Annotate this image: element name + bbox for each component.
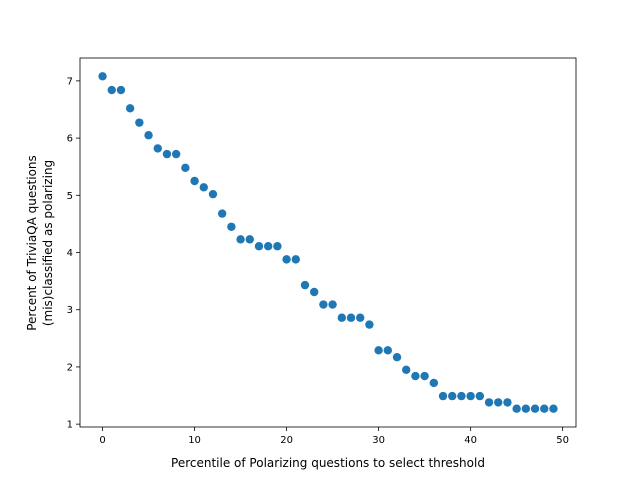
data-point <box>494 398 503 407</box>
data-point <box>346 313 356 322</box>
data-point <box>484 398 494 407</box>
data-points <box>98 72 558 413</box>
data-point <box>392 353 402 362</box>
data-point <box>171 149 181 159</box>
y-tick-label: 6 <box>67 134 73 145</box>
data-point <box>328 300 337 309</box>
data-point <box>162 149 172 159</box>
data-point <box>503 398 512 407</box>
data-point <box>540 404 549 413</box>
data-point <box>116 85 126 95</box>
data-point <box>521 404 531 413</box>
data-point <box>144 131 153 140</box>
data-point <box>263 242 273 251</box>
data-point <box>448 391 457 401</box>
x-tick-label: 40 <box>464 435 477 446</box>
data-point <box>420 371 429 381</box>
data-point <box>300 280 310 290</box>
data-point <box>245 235 254 244</box>
data-point <box>383 346 393 355</box>
y-tick-label: 1 <box>67 420 73 431</box>
data-point <box>208 189 218 199</box>
x-tick-label: 30 <box>372 435 385 446</box>
y-tick-label: 3 <box>67 305 73 316</box>
y-tick-label: 2 <box>67 362 73 373</box>
data-point <box>135 118 144 127</box>
data-point <box>549 404 558 413</box>
y-axis-label-line-1: Percent of TriviaQA questions <box>25 155 39 331</box>
data-point <box>319 300 328 309</box>
plot-frame <box>79 57 577 428</box>
data-point <box>199 183 208 192</box>
data-point <box>190 176 199 186</box>
x-tick-label: 20 <box>280 435 293 446</box>
data-point <box>98 72 107 81</box>
y-axis-ticks: 1 2 3 4 5 6 7 <box>67 76 80 431</box>
data-point <box>457 391 466 401</box>
data-point <box>365 320 374 329</box>
data-point <box>337 313 346 322</box>
data-point <box>374 346 383 355</box>
data-point <box>475 391 485 401</box>
x-tick-label: 0 <box>99 435 105 446</box>
data-point <box>310 287 319 297</box>
y-tick-label: 4 <box>67 248 73 259</box>
data-point <box>402 365 411 374</box>
x-axis-ticks: 0 10 20 30 40 50 <box>99 427 569 446</box>
data-point <box>356 313 365 322</box>
data-point <box>429 378 439 388</box>
y-tick-label: 7 <box>67 76 73 87</box>
data-point <box>254 242 264 251</box>
x-axis-label: Percentile of Polarizing questions to se… <box>171 456 485 470</box>
data-point <box>411 371 420 381</box>
data-point <box>181 163 190 173</box>
data-point <box>466 391 475 401</box>
data-point <box>217 209 227 218</box>
data-point <box>282 255 291 264</box>
y-tick-label: 5 <box>67 191 73 202</box>
data-point <box>236 235 245 244</box>
data-point <box>273 242 282 251</box>
y-axis-label-line-2: (mis)classified as polarizing <box>41 160 55 326</box>
data-point <box>125 104 135 113</box>
x-tick-label: 50 <box>556 435 569 446</box>
data-point <box>227 222 236 231</box>
x-tick-label: 10 <box>188 435 201 446</box>
data-point <box>530 404 540 413</box>
data-point <box>107 85 116 95</box>
data-point <box>291 255 300 264</box>
data-point <box>438 391 448 401</box>
data-point <box>512 404 521 413</box>
data-point <box>153 144 162 153</box>
